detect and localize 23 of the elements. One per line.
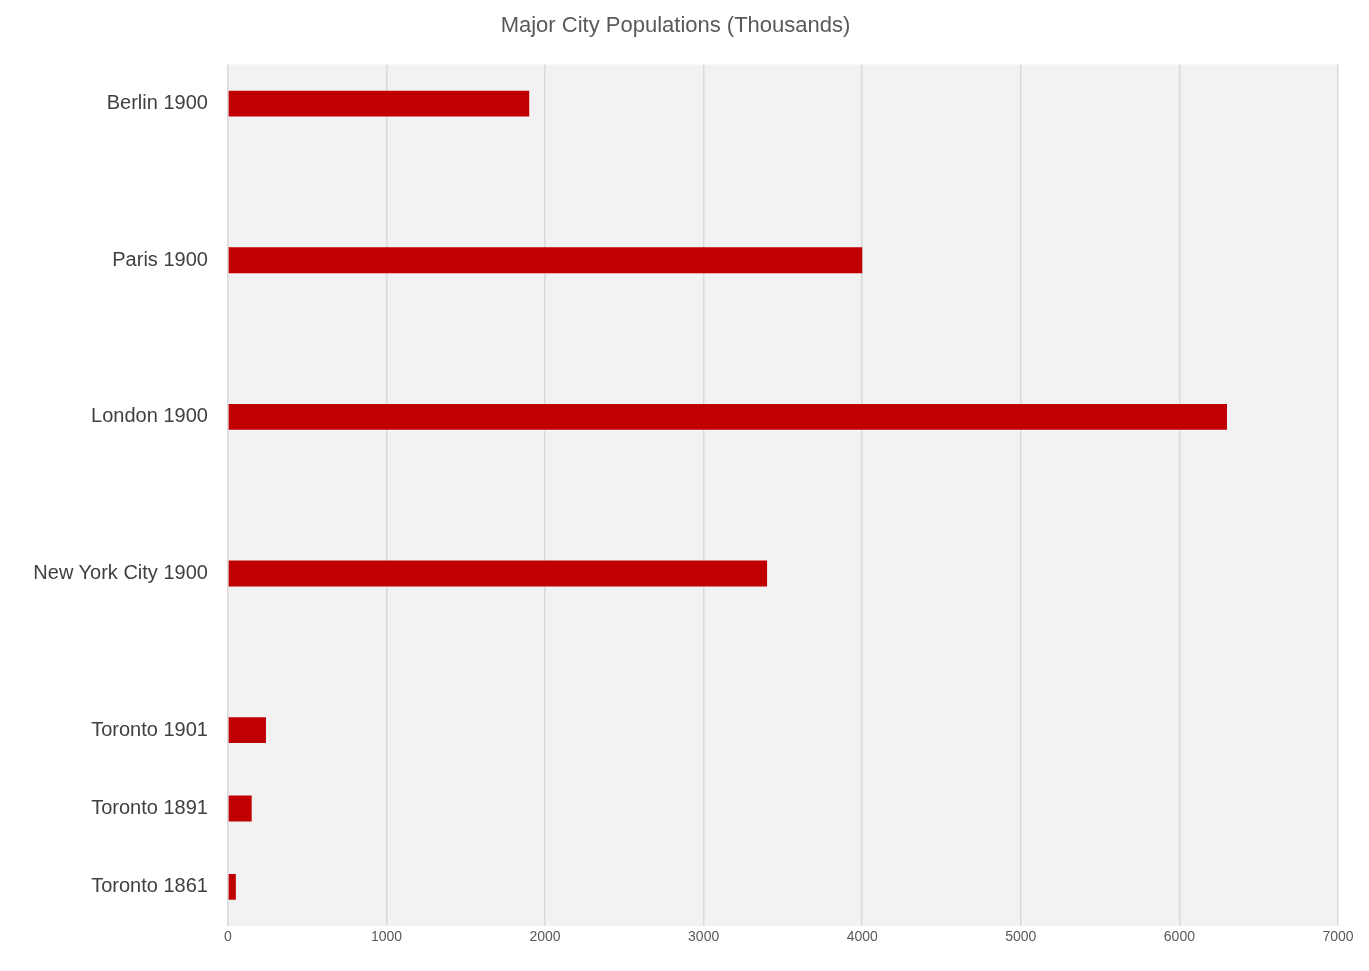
bar xyxy=(228,247,863,274)
x-tick-label: 0 xyxy=(224,928,232,945)
x-tick-label: 7000 xyxy=(1322,928,1354,945)
y-tick-label: Berlin 1900 xyxy=(106,91,208,114)
x-tick-label: 4000 xyxy=(846,928,879,945)
x-tick-label: 1000 xyxy=(370,928,403,945)
bar xyxy=(228,560,768,587)
y-tick-label: Toronto 1901 xyxy=(91,717,208,740)
y-tick-label: Toronto 1891 xyxy=(91,796,208,819)
y-tick-label: Toronto 1861 xyxy=(91,874,208,897)
y-tick-label: New York City 1900 xyxy=(33,561,208,584)
x-tick-label: 6000 xyxy=(1163,928,1196,945)
bar xyxy=(228,873,236,900)
y-tick-label: Paris 1900 xyxy=(112,247,208,270)
x-tick-label: 5000 xyxy=(1005,928,1037,945)
y-tick-label: London 1900 xyxy=(91,404,208,427)
chart-title: Major City Populations (Thousands) xyxy=(500,12,851,38)
bar xyxy=(228,717,266,744)
bar xyxy=(228,403,1227,430)
x-tick-label: 2000 xyxy=(529,928,561,945)
bar xyxy=(228,795,252,822)
bar xyxy=(228,90,530,117)
x-tick-label: 3000 xyxy=(688,928,720,945)
